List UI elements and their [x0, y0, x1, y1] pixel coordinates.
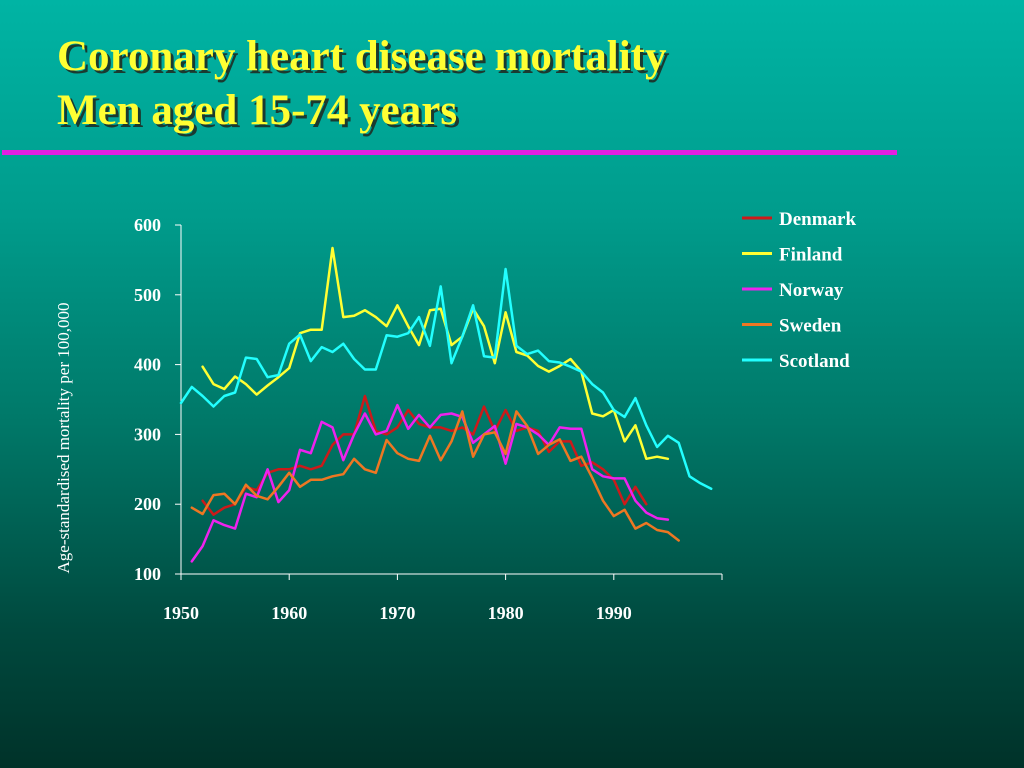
y-tick-label: 200	[134, 494, 161, 514]
y-tick-label: 100	[134, 564, 161, 584]
title-line-1: Coronary heart disease mortality	[57, 33, 667, 80]
y-tick-label: 600	[134, 215, 161, 235]
slide-title: Coronary heart disease mortality Men age…	[57, 30, 666, 138]
chart-axes: 100 200 300 400 500 600 1950 1960 1970 1980 1990 Ag…	[54, 215, 723, 623]
title-line-2: Men aged 15-74 years	[57, 87, 458, 134]
legend-label-finland: Finland	[779, 245, 843, 266]
y-tick-label: 500	[134, 285, 161, 305]
legend-label-scotland: Scotland	[779, 351, 850, 372]
x-tick-label: 1980	[488, 603, 524, 623]
title-divider	[2, 150, 897, 155]
x-tick-label: 1960	[271, 603, 307, 623]
series-line-sweden	[190, 410, 680, 542]
chart-series	[179, 246, 713, 563]
series-line-scotland	[179, 267, 713, 491]
y-tick-label: 300	[134, 424, 161, 444]
series-line-denmark	[201, 394, 648, 516]
legend-label-norway: Norway	[779, 280, 844, 301]
series-line-norway	[190, 403, 670, 563]
y-axis-label: Age-standardised mortality per 100,000	[54, 303, 73, 574]
y-tick-label: 400	[134, 355, 161, 375]
x-tick-label: 1950	[163, 603, 199, 623]
chart-legend: Denmark Finland Norway Sweden Scotland	[742, 209, 856, 372]
x-tick-label: 1990	[596, 603, 632, 623]
legend-label-sweden: Sweden	[779, 316, 842, 337]
legend-label-denmark: Denmark	[779, 209, 856, 230]
x-tick-label: 1970	[379, 603, 415, 623]
